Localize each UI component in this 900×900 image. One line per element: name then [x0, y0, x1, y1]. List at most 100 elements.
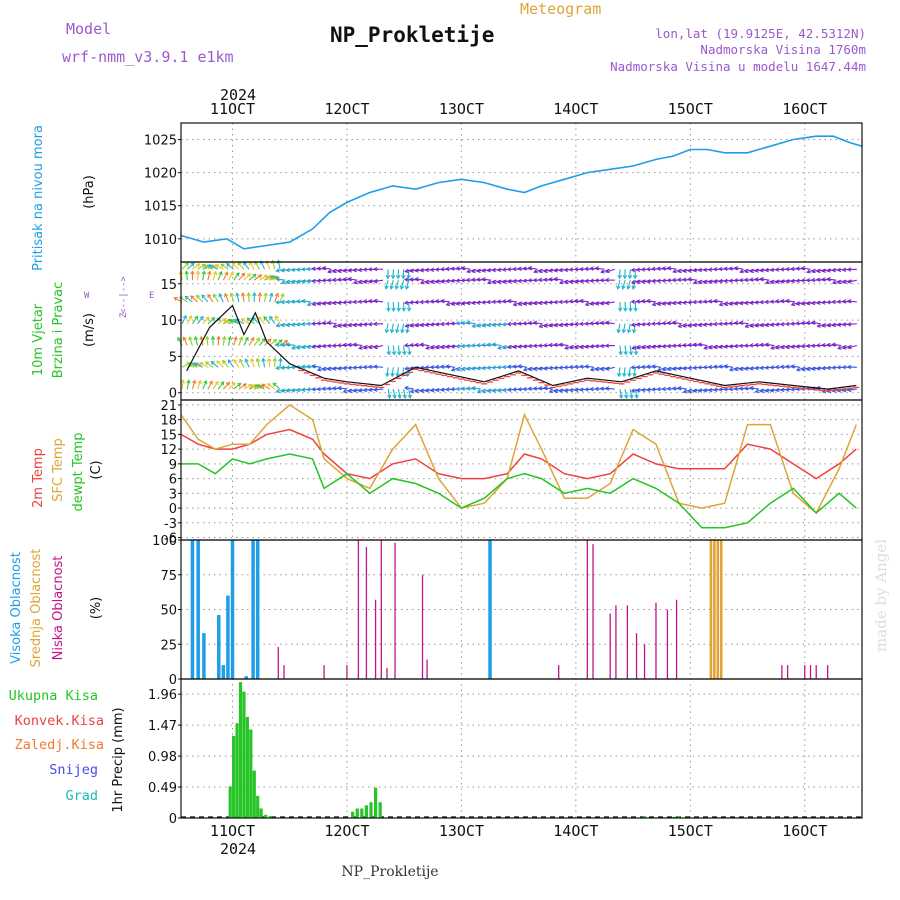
year-top: 2024 — [220, 86, 256, 104]
wind-arrow-head — [841, 364, 846, 370]
y-tick-label: 1.96 — [148, 688, 177, 703]
wind-arrow — [184, 296, 193, 303]
wind-arrow — [205, 361, 214, 368]
wind-arrow-head — [532, 277, 537, 283]
wind-arrow — [554, 344, 564, 347]
wind-arrow — [197, 380, 202, 390]
wind-arrow-head — [507, 387, 512, 392]
wind-arrow-head — [537, 277, 543, 283]
wind-arrow-head — [682, 389, 688, 394]
wind-arrow — [780, 300, 790, 303]
wind-arrow-head — [626, 285, 631, 290]
wind-arrow-head — [358, 345, 363, 350]
wind-arrow-head — [326, 386, 332, 391]
wind-arrow — [713, 279, 724, 283]
y-tick-label: 10 — [160, 314, 177, 329]
wind-arrow-head — [517, 266, 522, 272]
precip-bar — [378, 802, 382, 818]
temp-sfc-line — [180, 403, 857, 515]
precip-unit: 1hr Precip (mm) — [111, 707, 126, 812]
wind-arrow — [832, 323, 842, 326]
wind-arrow-head — [362, 364, 368, 370]
wind-arrow-head — [362, 322, 368, 327]
wind-arrow — [258, 292, 261, 302]
wind-arrow-head — [274, 315, 279, 320]
wind-arrow — [657, 344, 667, 348]
wind-arrow-head — [692, 388, 698, 393]
wind-arrow-head — [280, 322, 285, 328]
wind-arrow-head — [635, 267, 641, 272]
wind-arrow — [440, 365, 451, 368]
wind-arrow-head — [779, 267, 785, 272]
wind-arrow-head — [563, 388, 569, 393]
wind-arrow-head — [666, 266, 672, 271]
wind-arrow — [507, 365, 517, 368]
wind-arrow — [698, 343, 708, 347]
wind-arrow — [245, 358, 250, 368]
pressure-label: Pritisak na nivou mora — [31, 125, 46, 271]
high-cloud-bar — [217, 615, 221, 679]
precip-bar — [268, 816, 272, 818]
wind-arrow-head — [831, 342, 836, 347]
wind-arrow-head — [429, 267, 435, 272]
wind-arrow — [513, 365, 523, 368]
wind-arrow-head — [800, 366, 806, 372]
low-cloud-bar — [277, 647, 279, 679]
wind-arrow — [279, 358, 282, 368]
wind-arrow-head — [633, 351, 639, 356]
wind-arrow-head — [486, 388, 492, 393]
wind-arrow — [248, 384, 258, 390]
wind-arrow — [744, 301, 754, 304]
wind-arrow-head — [450, 386, 455, 392]
wind-arrow-head — [563, 322, 569, 327]
wind-arrow — [374, 344, 384, 349]
wind-arrow-head — [697, 279, 703, 285]
wind-arrow — [628, 367, 631, 377]
wind-arrow — [667, 267, 677, 270]
wind-arrow-head — [321, 343, 326, 349]
wind-arrow — [703, 388, 713, 392]
wind-arrow — [327, 321, 337, 325]
wind-arrow-head — [342, 268, 347, 273]
wind-arrow-head — [406, 307, 412, 312]
wind-arrow-head — [692, 322, 697, 328]
y-tick-label: -6 — [164, 532, 177, 547]
wind-arrow — [622, 323, 626, 333]
wind-arrow — [217, 381, 225, 390]
wind-arrow-head — [497, 345, 502, 350]
wind-arrow-head — [846, 299, 852, 304]
wind-arrow — [197, 263, 206, 270]
wind-arrow-head — [347, 299, 352, 305]
wind-arrow — [228, 319, 237, 325]
wind-arrow — [348, 268, 358, 272]
wind-arrow-head — [532, 343, 538, 349]
wind-arrow-head — [205, 361, 210, 366]
wind-arrow-head — [470, 277, 476, 283]
wind-arrow-head — [738, 300, 744, 306]
wind-arrow-head — [337, 268, 342, 274]
wind-arrow-head — [628, 307, 633, 312]
wind-arrow — [216, 360, 224, 368]
wind-arrow-head — [326, 300, 332, 306]
wind-arrow — [502, 300, 512, 303]
year-bottom: 2024 — [220, 840, 256, 858]
wind-arrow-head — [470, 343, 476, 348]
wind-arrow — [363, 388, 373, 392]
wind-arrow — [770, 388, 780, 392]
wind-arrow-head — [842, 345, 847, 350]
wind-arrow-head — [332, 323, 337, 328]
wind-arrow-head — [522, 321, 527, 326]
axes: 11OCT 11OCT 12OCT 12OCT 13OCT 13OCT 14OCT 14OCT… — [144, 100, 863, 840]
wind-arrow-head — [246, 317, 251, 322]
wind-arrow — [250, 385, 260, 390]
wind-arrow — [410, 278, 420, 281]
wind-arrow-head — [627, 274, 633, 280]
wind-arrow-head — [661, 278, 666, 283]
wind-arrow-head — [573, 267, 579, 272]
wind-arrow-head — [651, 344, 656, 349]
wind-arrow-head — [220, 263, 225, 268]
wind-arrow-head — [646, 267, 651, 272]
wind-arrow-head — [235, 292, 240, 297]
wind-arrow-head — [661, 344, 666, 349]
wind-arrow-head — [574, 279, 579, 284]
